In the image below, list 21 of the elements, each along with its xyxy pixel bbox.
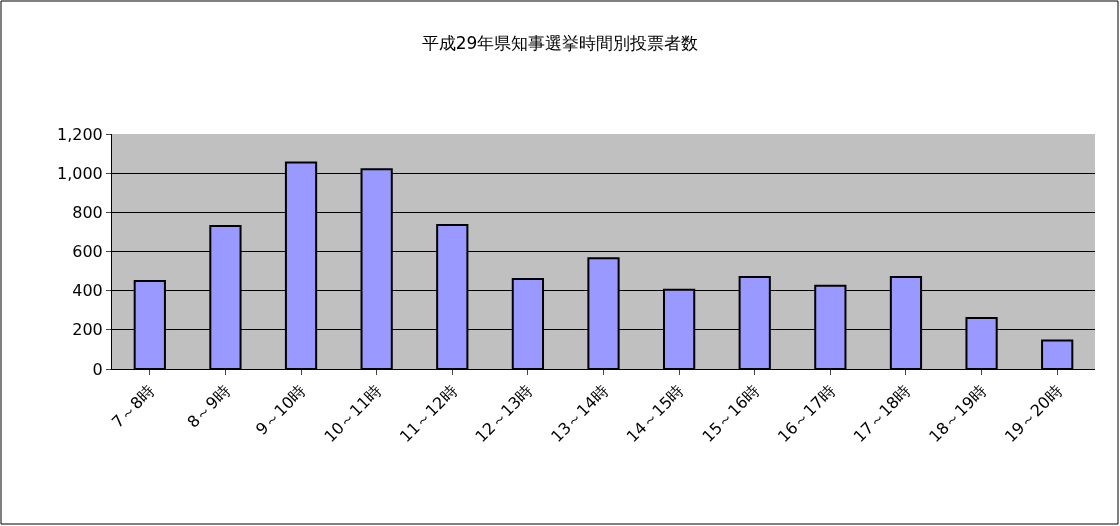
- y-tick-label: 1,200: [56, 124, 103, 144]
- y-tick-label: 0: [92, 359, 103, 379]
- x-tick-label: 7～8時: [107, 381, 159, 432]
- x-tick-label: 10～11時: [320, 381, 386, 447]
- x-tick-label: 18～19時: [925, 381, 991, 447]
- x-tick-label: 9～10時: [251, 381, 310, 439]
- x-tick-label: 19～20時: [1000, 381, 1066, 447]
- x-tick-label: 11～12時: [395, 381, 461, 447]
- x-tick-label: 12～13時: [471, 381, 537, 447]
- x-tick-label: 13～14時: [547, 381, 612, 447]
- chart-title: 平成29年県知事選挙時間別投票者数: [421, 32, 699, 53]
- y-tick-label: 1,000: [56, 163, 103, 183]
- x-tick-label: 14～15時: [622, 381, 688, 447]
- y-tick-label: 800: [72, 202, 103, 222]
- x-tick-label: 15～16時: [698, 381, 764, 447]
- x-tick-label: 17～18時: [849, 381, 915, 447]
- x-tick-label: 8～9時: [183, 381, 234, 432]
- y-tick-label: 200: [72, 320, 103, 340]
- y-tick-label: 400: [72, 281, 103, 301]
- x-tick-label: 16～17時: [773, 381, 839, 447]
- y-tick-label: 600: [72, 242, 103, 262]
